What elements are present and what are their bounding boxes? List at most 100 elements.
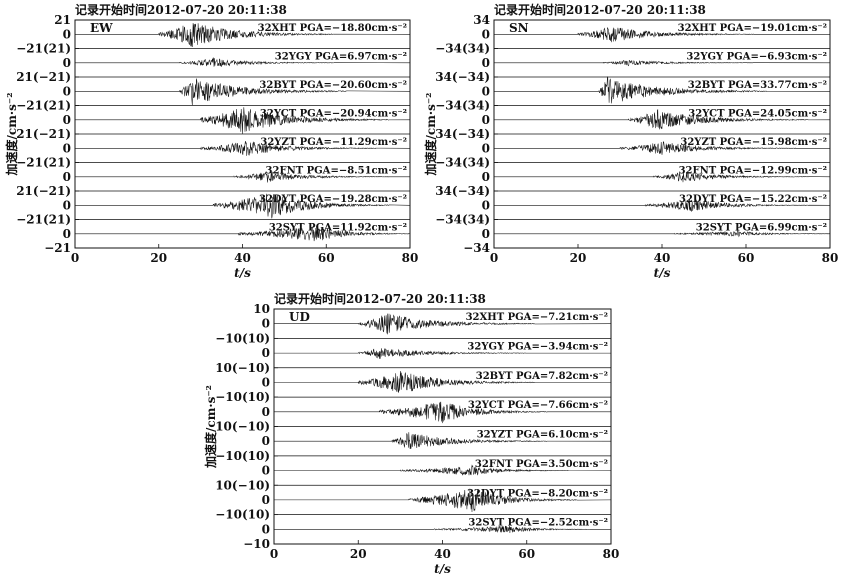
trace-label-32syt: 32SYT PGA=6.99cm·s⁻² — [696, 223, 827, 234]
trace-label-32fnt: 32FNT PGA=−12.99cm·s⁻² — [679, 166, 827, 177]
trace-32yct — [274, 401, 611, 424]
trace-label-32yzt: 32YZT PGA=−15.98cm·s⁻² — [680, 137, 827, 148]
trace-label-32syt: 32SYT PGA=−2.52cm·s⁻² — [468, 518, 608, 529]
y-tick-label-zero: 0 — [63, 198, 71, 212]
trace-32yzt — [494, 141, 830, 155]
trace-label-32xht: 32XHT PGA=−7.21cm·s⁻² — [466, 312, 608, 323]
y-tick-label-zero: 0 — [482, 198, 490, 212]
trace-label-32yct: 32YCT PGA=24.05cm·s⁻² — [688, 109, 827, 120]
y-tick-label-zero: 0 — [482, 56, 490, 70]
y-tick-label-zero: 0 — [63, 56, 71, 70]
component-label: SN — [509, 21, 529, 35]
y-tick-label-zero: 0 — [63, 84, 71, 98]
panel-ud: 记录开始时间2012-07-20 20:11:38 UD 10 −10(10) 10(−… — [203, 291, 619, 576]
trace-label-32yct: 32YCT PGA=−20.94cm·s⁻² — [260, 109, 407, 120]
y-tick-label-zero: 0 — [262, 464, 270, 478]
x-tick-label: 60 — [738, 251, 755, 265]
trace-label-32xht: 32XHT PGA=−18.80cm·s⁻² — [258, 23, 407, 34]
y-tick-label-zero: 0 — [63, 27, 71, 41]
y-tick-label-top: 10 — [253, 302, 270, 316]
trace-label-32yct: 32YCT PGA=−7.66cm·s⁻² — [468, 400, 608, 411]
y-tick-label-boundary: 10(−10) — [215, 361, 270, 375]
trace-32dyt — [274, 488, 612, 513]
x-tick-label: 80 — [822, 251, 839, 265]
trace-label-32byt: 32BYT PGA=33.77cm·s⁻² — [688, 80, 827, 91]
trace-label-32syt: 32SYT PGA=11.92cm·s⁻² — [269, 223, 407, 234]
trace-label-32dyt: 32DYT PGA=−8.20cm·s⁻² — [467, 488, 608, 499]
trace-32syt — [494, 230, 830, 238]
y-tick-label-boundary: −10(10) — [215, 449, 270, 463]
trace-32fnt — [274, 464, 612, 476]
trace-label-32dyt: 32DYT PGA=−15.22cm·s⁻² — [679, 194, 827, 205]
trace-32ygy — [274, 348, 611, 359]
record-start-title: 记录开始时间2012-07-20 20:11:38 — [75, 2, 287, 17]
x-tick-label: 60 — [518, 547, 535, 561]
y-axis-label: 加速度/cm·s⁻² — [4, 93, 19, 177]
y-tick-label-zero: 0 — [63, 227, 71, 241]
component-label: EW — [90, 21, 113, 35]
trace-32fnt — [494, 172, 831, 183]
x-tick-label: 0 — [490, 251, 498, 265]
x-axis-label: t/s — [654, 266, 671, 280]
y-tick-label-zero: 0 — [482, 141, 490, 155]
panel-sn: 记录开始时间2012-07-20 20:11:38 SN 34 −34(34) 34(−… — [423, 2, 838, 280]
y-tick-label-boundary: −21(21) — [16, 99, 71, 113]
trace-32yzt — [274, 432, 612, 450]
y-tick-label-bottom: −21 — [44, 241, 71, 255]
y-tick-label-boundary: 21(−21) — [16, 127, 71, 141]
y-tick-label-zero: 0 — [262, 375, 270, 389]
y-tick-label-boundary: −21(21) — [16, 156, 71, 170]
trace-label-32fnt: 32FNT PGA=−8.51cm·s⁻² — [266, 166, 407, 177]
x-tick-label: 80 — [402, 251, 419, 265]
trace-32syt — [75, 225, 411, 242]
x-axis-label: t/s — [234, 266, 251, 280]
panel-ew: 记录开始时间2012-07-20 20:11:38 EW 21 −21(21) 21(−… — [4, 2, 418, 280]
x-tick-label: 80 — [603, 547, 620, 561]
trace-32byt — [274, 370, 611, 393]
y-tick-label-boundary: 34(−34) — [435, 184, 490, 198]
y-tick-label-boundary: −34(34) — [435, 99, 490, 113]
y-tick-label-boundary: −34(34) — [435, 42, 490, 56]
trace-label-32byt: 32BYT PGA=7.82cm·s⁻² — [476, 371, 608, 382]
y-tick-label-zero: 0 — [63, 170, 71, 184]
trace-label-32fnt: 32FNT PGA=3.50cm·s⁻² — [475, 459, 608, 470]
trace-label-32ygy: 32YGY PGA=−6.93cm·s⁻² — [686, 52, 827, 63]
trace-32yct — [494, 108, 831, 130]
x-tick-label: 0 — [71, 251, 79, 265]
x-tick-label: 20 — [570, 251, 587, 265]
y-tick-label-zero: 0 — [482, 84, 490, 98]
trace-32xht — [274, 313, 612, 335]
y-tick-label-zero: 0 — [482, 227, 490, 241]
trace-label-32dyt: 32DYT PGA=−19.28cm·s⁻² — [259, 194, 407, 205]
y-tick-label-boundary: −21(21) — [16, 213, 71, 227]
trace-32fnt — [75, 171, 410, 183]
y-tick-label-zero: 0 — [63, 113, 71, 127]
x-tick-label: 40 — [654, 251, 671, 265]
trace-32byt — [75, 78, 411, 106]
y-axis-label: 加速度/cm·s⁻² — [423, 93, 438, 177]
component-label: UD — [289, 310, 310, 324]
trace-32ygy — [494, 60, 831, 67]
y-tick-label-zero: 0 — [262, 493, 270, 507]
y-tick-label-boundary: −34(34) — [435, 213, 490, 227]
y-tick-label-bottom: −10 — [243, 537, 270, 551]
y-tick-label-boundary: 34(−34) — [435, 127, 490, 141]
y-tick-label-top: 21 — [54, 13, 71, 27]
y-tick-label-top: 34 — [473, 13, 490, 27]
trace-32yct — [75, 107, 411, 135]
x-tick-label: 0 — [270, 547, 278, 561]
y-tick-label-boundary: 10(−10) — [215, 478, 270, 492]
trace-32xht — [494, 26, 830, 43]
y-tick-label-boundary: 21(−21) — [16, 70, 71, 84]
trace-32dyt — [494, 199, 831, 212]
record-start-title: 记录开始时间2012-07-20 20:11:38 — [494, 2, 706, 17]
x-tick-label: 60 — [318, 251, 335, 265]
y-tick-label-boundary: −10(10) — [215, 331, 270, 345]
y-tick-label-boundary: −10(10) — [215, 508, 270, 522]
y-tick-label-boundary: −10(10) — [215, 390, 270, 404]
trace-label-32yzt: 32YZT PGA=6.10cm·s⁻² — [477, 430, 608, 441]
record-start-title: 记录开始时间2012-07-20 20:11:38 — [274, 291, 486, 306]
y-tick-label-zero: 0 — [262, 317, 270, 331]
y-tick-label-boundary: −34(34) — [435, 156, 490, 170]
